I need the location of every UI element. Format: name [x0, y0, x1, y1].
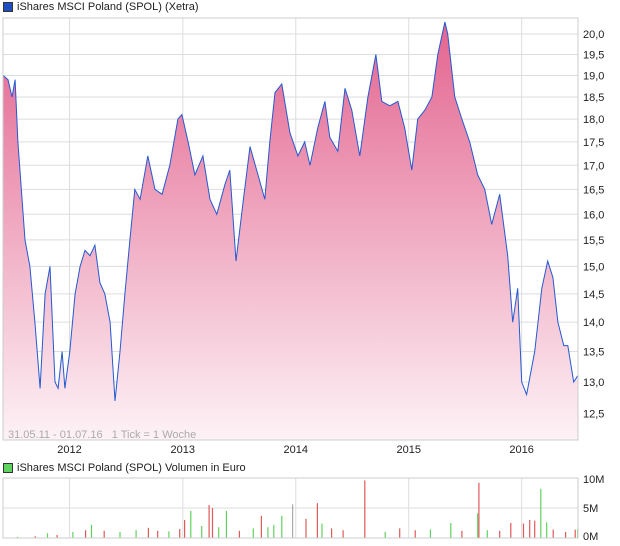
volume-bar [499, 530, 501, 538]
volume-plot-frame [2, 477, 579, 539]
volume-bar [342, 530, 344, 538]
price-area [3, 22, 578, 440]
y-tick-label: 15,0 [583, 261, 604, 273]
volume-bar [273, 524, 275, 538]
y-tick-label: 19,0 [583, 70, 604, 82]
volume-bar [510, 523, 512, 538]
y-tick-label: 15,5 [583, 235, 604, 247]
y-tick-label: 19,5 [583, 49, 604, 61]
volume-bar [540, 488, 542, 538]
volume-bar [414, 530, 416, 538]
volume-bar [267, 527, 269, 538]
volume-bar [316, 503, 318, 538]
y-tick-label: 17,5 [583, 137, 604, 149]
price-line [2, 21, 579, 401]
volume-bar [450, 523, 452, 538]
volume-bar [364, 480, 366, 538]
volume-bar [211, 508, 214, 538]
volume-y-tick-label: 0M [583, 531, 598, 543]
x-tick-label: 2016 [509, 444, 533, 456]
volume-bar [201, 526, 203, 538]
volume-bar [552, 529, 554, 538]
y-tick-label: 13,0 [583, 377, 604, 389]
y-tick-label: 17,0 [583, 160, 604, 172]
volume-bar [486, 530, 488, 538]
x-tick-label: 2013 [171, 444, 195, 456]
volume-bar [135, 530, 137, 538]
y-tick-label: 16,0 [583, 209, 604, 221]
volume-bar [546, 522, 548, 538]
volume-bar [225, 511, 227, 538]
volume-bar [46, 533, 49, 538]
volume-bar [157, 530, 159, 538]
volume-bar [208, 505, 210, 538]
volume-bar [72, 532, 74, 538]
y-tick-label: 14,5 [583, 289, 604, 301]
volume-bar [478, 482, 480, 538]
volume-bar [119, 532, 121, 538]
volume-bar [399, 528, 401, 538]
volume-bar [461, 530, 463, 538]
volume-bar [477, 513, 479, 538]
price-legend-swatch [3, 2, 13, 12]
x-tick-label: 2015 [396, 444, 420, 456]
price-legend: iShares MSCI Poland (SPOL) (Xetra) [3, 1, 199, 13]
volume-bar [56, 535, 58, 538]
volume-bar [281, 515, 283, 538]
volume-legend-swatch [3, 463, 13, 473]
volume-bar [305, 518, 307, 538]
volume-bar [238, 530, 240, 538]
volume-bar [321, 523, 323, 538]
price-plot-frame [2, 17, 579, 441]
volume-legend-label: iShares MSCI Poland (SPOL) Volumen in Eu… [17, 462, 246, 474]
volume-bar [85, 530, 87, 538]
volume-bar [252, 528, 254, 538]
volume-bar [522, 523, 525, 538]
y-tick-label: 13,5 [583, 347, 604, 359]
date-range-info: 31.05.11 - 01.07.16 1 Tick = 1 Woche [8, 429, 196, 441]
volume-bar [574, 529, 576, 538]
volume-bar [429, 529, 431, 538]
volume-bar [534, 520, 536, 538]
y-tick-label: 16,5 [583, 184, 604, 196]
volume-bar [90, 524, 93, 538]
volume-bar [179, 529, 181, 538]
volume-bar [384, 532, 386, 538]
price-legend-label: iShares MSCI Poland (SPOL) (Xetra) [17, 1, 199, 13]
x-tick-label: 2012 [57, 444, 81, 456]
y-tick-label: 12,5 [583, 409, 604, 421]
volume-bar [147, 527, 149, 538]
volume-bar [184, 520, 186, 538]
volume-y-tick-label: 10M [583, 474, 604, 486]
volume-y-tick-label: 5M [583, 503, 598, 515]
volume-bar [168, 531, 170, 538]
volume-bar [331, 528, 333, 538]
volume-bar [218, 527, 220, 538]
volume-bar [260, 515, 262, 538]
volume-bar [565, 532, 567, 538]
y-tick-label: 18,5 [583, 92, 604, 104]
volume-bar [103, 530, 105, 538]
volume-legend: iShares MSCI Poland (SPOL) Volumen in Eu… [3, 462, 246, 474]
volume-bar [190, 511, 192, 538]
volume-bar [34, 536, 36, 538]
y-tick-label: 20,0 [583, 29, 604, 41]
volume-bar [16, 536, 19, 538]
y-tick-label: 14,0 [583, 317, 604, 329]
x-tick-label: 2014 [284, 444, 308, 456]
y-tick-label: 18,0 [583, 114, 604, 126]
volume-bar [292, 504, 294, 538]
volume-bar [529, 520, 531, 538]
